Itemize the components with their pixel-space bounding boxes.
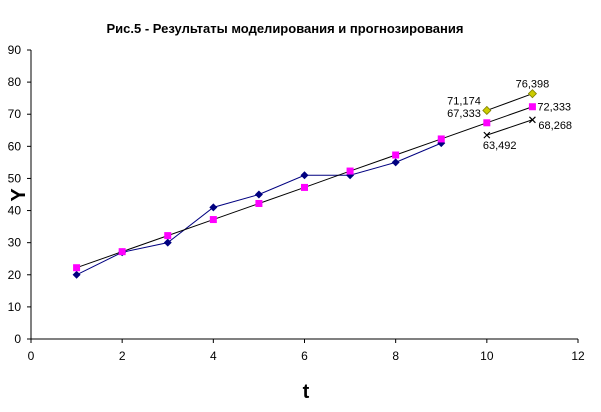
y-tick-label: 50 [8, 171, 22, 185]
x-tick-label: 10 [480, 349, 494, 363]
series-1-point [72, 270, 81, 279]
y-tick-label: 20 [8, 268, 22, 282]
y-tick-label: 70 [8, 107, 22, 121]
data-label: 68,268 [538, 120, 572, 132]
series-1-point [300, 171, 309, 180]
series-3-point [527, 89, 537, 99]
series-2-point [73, 264, 81, 272]
x-tick-label: 12 [571, 349, 585, 363]
series-4-point [483, 131, 491, 139]
series-2-point [255, 199, 263, 207]
series-2-point [392, 151, 400, 159]
series-4-line [486, 119, 533, 136]
x-tick-label: 8 [392, 349, 399, 363]
series-4-point [528, 116, 536, 124]
series-2-point [301, 183, 308, 191]
data-label: 67,333 [447, 108, 481, 120]
series-1-line [76, 142, 442, 276]
series-3-line [486, 93, 533, 111]
x-tick-label: 6 [301, 349, 308, 363]
y-tick-label: 80 [8, 75, 22, 89]
x-axis-title: t [303, 381, 310, 403]
y-tick-label: 30 [8, 236, 22, 250]
x-tick-label: 4 [210, 349, 217, 363]
chart-title: Рис.5 - Результаты моделирования и прогн… [107, 21, 464, 36]
data-label: 72,333 [537, 102, 571, 114]
series-2-point [346, 167, 354, 175]
series-1-point [209, 203, 218, 212]
series-2-point [209, 216, 217, 224]
series-1-point [391, 158, 400, 167]
y-tick-label: 0 [14, 332, 21, 346]
y-axis-title: Y [8, 188, 30, 202]
data-label: 71,174 [447, 95, 481, 107]
series-1-point [163, 238, 172, 247]
series-2-point [118, 248, 126, 256]
x-tick-label: 0 [28, 349, 35, 363]
series-2-point [164, 232, 172, 240]
y-tick-label: 90 [8, 43, 22, 57]
y-tick-label: 60 [8, 139, 22, 153]
series-2-point [483, 119, 491, 127]
y-tick-label: 10 [8, 300, 22, 314]
plot-area: 0 10 20 30 40 50 60 70 80 90 0 2 4 6 8 10 12 76,398 71,174… [8, 43, 585, 363]
x-tick-label: 2 [119, 349, 126, 363]
series-2-point [437, 135, 445, 143]
series-2-point [528, 103, 536, 111]
data-label: 76,398 [516, 79, 550, 91]
series-1-point [254, 190, 263, 199]
data-label: 63,492 [483, 140, 517, 152]
y-tick-label: 40 [8, 204, 22, 218]
series-3-point [482, 105, 492, 116]
